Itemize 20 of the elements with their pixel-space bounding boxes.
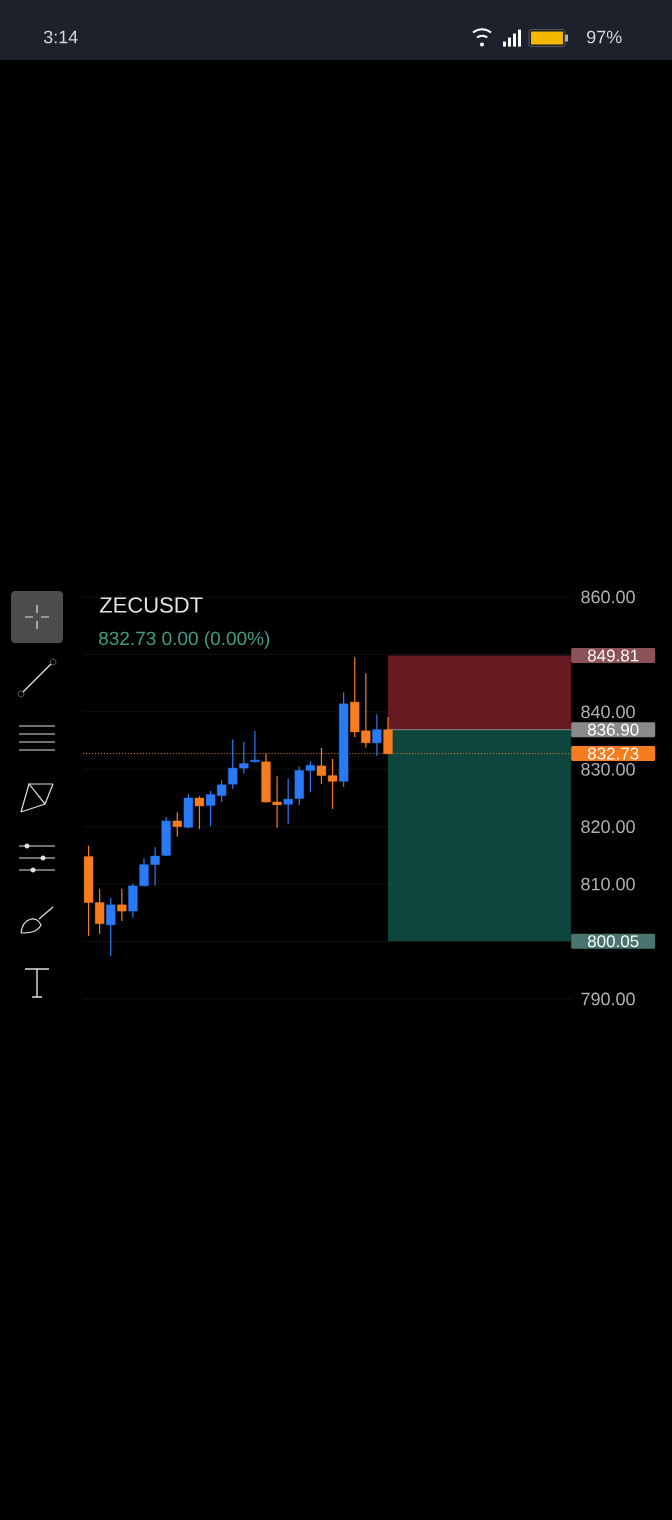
y-tick-label: 830.00: [581, 762, 635, 776]
ref-line-label: 832.73: [587, 747, 639, 760]
y-tick-label: 790.00: [581, 992, 635, 1006]
y-tick-label: 810.00: [581, 877, 635, 891]
y-tick-label: 820.00: [581, 820, 635, 834]
text: 3:14: [43, 30, 78, 44]
ref-line-label: 836.90: [587, 723, 639, 736]
text: 97%: [587, 30, 622, 44]
candlestick: [117, 888, 127, 922]
candlestick: [250, 730, 260, 763]
text: 832.73 0.00 (0.00%): [99, 631, 270, 649]
y-tick-label: 860.00: [581, 590, 635, 604]
candlestick: [372, 713, 382, 757]
candlestick: [194, 795, 205, 830]
y-tick-label: 840.00: [581, 705, 635, 719]
chart-title: ZECUSDT: [99, 597, 203, 613]
band-label: 849.81: [587, 649, 639, 662]
candlestick: [172, 811, 182, 838]
band-label: 800.05: [587, 935, 639, 948]
candlestick: [106, 897, 116, 957]
